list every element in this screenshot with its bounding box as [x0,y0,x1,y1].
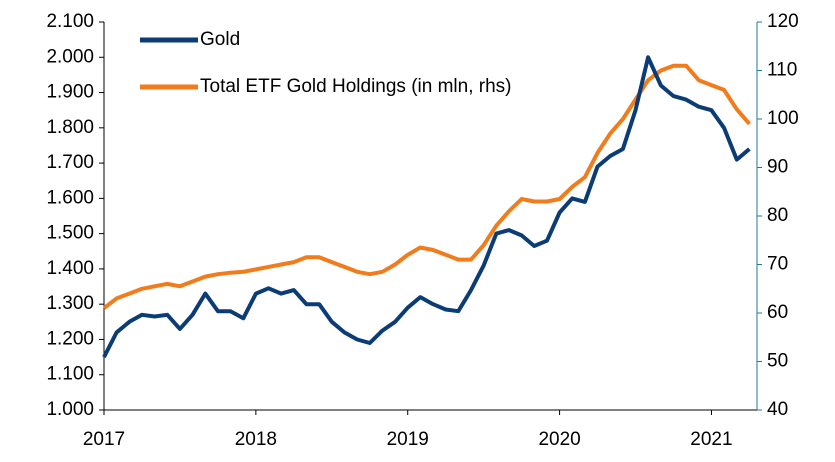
x-tick-label: 2019 [387,429,429,450]
y-tick-label: 1.800 [46,117,94,138]
y-tick-label: 1.400 [46,258,94,279]
x-tick-label: 2018 [235,429,277,450]
y2-tick-label: 120 [767,11,799,32]
x-tick-label: 2021 [690,429,732,450]
series-line [102,63,751,310]
legend-label: Total ETF Gold Holdings (in mln, rhs) [200,76,512,97]
y2-tick-label: 100 [767,108,799,129]
y-tick-label: 1.100 [46,364,94,385]
y-tick-label: 1.500 [46,223,94,244]
y2-tick-label: 70 [767,254,788,275]
y2-tick-label: 50 [767,351,788,372]
legend-label: Gold [200,29,240,50]
series-line [102,55,751,359]
y-tick-label: 1.000 [46,399,94,420]
y-tick-label: 1.200 [46,328,94,349]
y2-tick-label: 40 [767,399,788,420]
x-tick-label: 2017 [83,429,125,450]
y-tick-label: 2.000 [46,46,94,67]
y-tick-label: 1.900 [46,82,94,103]
y-tick-label: 2.100 [46,11,94,32]
y2-tick-label: 60 [767,302,788,323]
y2-tick-label: 90 [767,157,788,178]
y-tick-label: 1.700 [46,152,94,173]
y-tick-label: 1.600 [46,187,94,208]
y-tick-label: 1.300 [46,293,94,314]
y2-tick-label: 110 [767,60,797,81]
y2-tick-label: 80 [767,205,788,226]
x-tick-label: 2020 [538,429,580,450]
